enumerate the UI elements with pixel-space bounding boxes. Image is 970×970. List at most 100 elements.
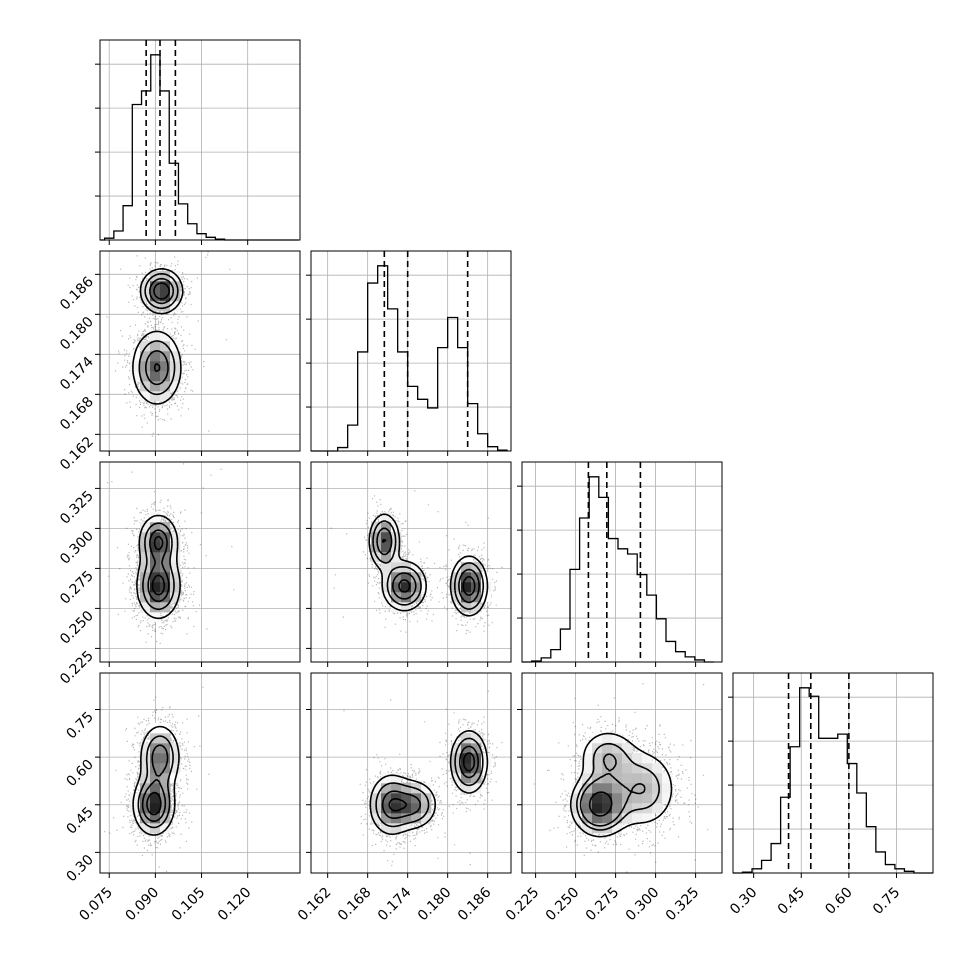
density-cell (662, 783, 673, 794)
density-cell (652, 783, 663, 794)
density-cell (170, 301, 181, 312)
y-tick-label: 0.325 (57, 488, 97, 528)
contour-level-2 (142, 522, 175, 611)
contour-level-1 (376, 527, 480, 604)
density-cell (632, 783, 643, 794)
density-cell (130, 803, 141, 814)
density-cell (160, 281, 171, 292)
density-cell (471, 562, 482, 573)
histogram-step-3 (733, 687, 933, 874)
density-cell (582, 753, 593, 764)
x-tick-label: 0.75 (870, 885, 903, 918)
density-cell (582, 813, 593, 824)
density-cell (622, 813, 633, 824)
contour-level-2 (138, 273, 179, 396)
density-cell (170, 381, 181, 392)
density-cell (622, 773, 633, 784)
density-cell (381, 582, 392, 593)
density-cell (140, 371, 151, 382)
density-cell (391, 542, 402, 553)
density-cell (421, 793, 432, 804)
density-cell (381, 823, 392, 834)
density-cell (471, 733, 482, 744)
density-cell (592, 773, 603, 784)
y-tick-label: 0.250 (57, 608, 97, 648)
density-cell (381, 592, 392, 603)
density-cell (160, 572, 171, 583)
histogram-step-1 (311, 265, 508, 452)
density-cell (582, 763, 593, 774)
density-cell (602, 803, 613, 814)
density-cell (381, 562, 392, 573)
contour-level-3 (368, 513, 489, 617)
density-cell (461, 753, 472, 764)
density-cell (140, 773, 151, 784)
density-cell (160, 532, 171, 543)
panel-frame (99, 250, 301, 452)
density-cell (401, 803, 412, 814)
density-cell (602, 733, 613, 744)
density-cell (421, 813, 432, 824)
density-cell (401, 823, 412, 834)
density-cell (140, 582, 151, 593)
density-cell (632, 773, 643, 784)
x-tick-label: 0.30 (727, 885, 760, 918)
contour-level-1 (381, 745, 479, 819)
contour-level-3 (132, 725, 180, 836)
x-tick-label: 0.180 (415, 885, 455, 925)
density-cell (592, 753, 603, 764)
density-cell (140, 763, 151, 774)
density-cell (602, 773, 613, 784)
density-cell (371, 532, 382, 543)
density-cell (451, 743, 462, 754)
density-cell (150, 753, 161, 764)
density-cell (401, 602, 412, 613)
density-cell (170, 562, 181, 573)
density-cell (461, 572, 472, 583)
density-cell (602, 783, 613, 794)
density-cell (140, 803, 151, 814)
density-cell (642, 773, 653, 784)
density-cell (170, 281, 181, 292)
density-cell (170, 351, 181, 362)
contour-level-1 (147, 529, 170, 603)
density-cell (481, 582, 492, 593)
density-cell (411, 562, 422, 573)
density-cell (170, 552, 181, 563)
y-tick-label: 0.60 (63, 757, 96, 790)
density-cell (371, 552, 382, 563)
contour-level-2 (576, 742, 660, 831)
joint-panel-1-2 (306, 461, 512, 667)
density-cell (140, 793, 151, 804)
density-cell (371, 813, 382, 824)
density-cell (642, 753, 653, 764)
density-cell (381, 813, 392, 824)
density-cell (160, 391, 171, 402)
y-tick-label: 0.180 (57, 314, 97, 354)
y-tick-label: 0.30 (63, 852, 96, 885)
density-cell (451, 582, 462, 593)
density-cell (391, 522, 402, 533)
density-cell (471, 582, 482, 593)
density-cell (632, 793, 643, 804)
density-cell (140, 602, 151, 613)
density-cell (170, 592, 181, 603)
density-cell (582, 823, 593, 834)
density-cell (612, 793, 623, 804)
density-cell (632, 753, 643, 764)
density-cell (602, 813, 613, 824)
density-cell (140, 351, 151, 362)
density-cell (622, 763, 633, 774)
panel-frame (521, 672, 723, 874)
density-cell (622, 793, 633, 804)
density-cell (471, 572, 482, 583)
panel-frame (521, 461, 723, 663)
density-cell (150, 783, 161, 794)
x-tick-label: 0.300 (623, 885, 663, 925)
density-cell (642, 783, 653, 794)
density-cell (642, 813, 653, 824)
x-tick-label: 0.075 (76, 885, 116, 925)
density-cell (381, 522, 392, 533)
density-cell (391, 773, 402, 784)
y-tick-label: 0.75 (63, 709, 96, 742)
